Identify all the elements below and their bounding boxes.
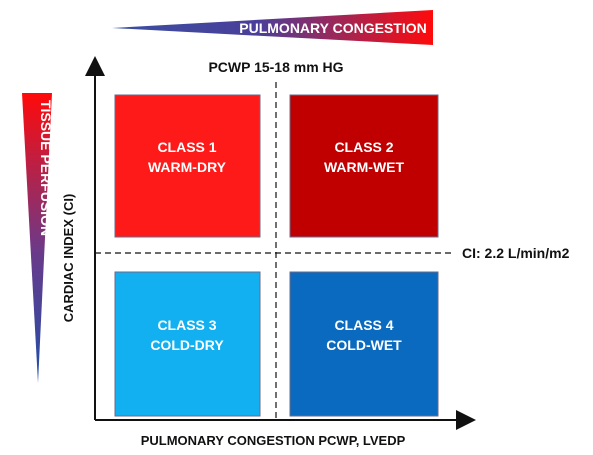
class-box-3: CLASS 3 COLD-DRY xyxy=(114,271,261,417)
ci-threshold-label: CI: 2.2 L/min/m2 xyxy=(462,245,570,261)
class-1-title: CLASS 1 xyxy=(157,139,216,155)
top-wedge-shape xyxy=(112,10,433,45)
class-box-2: CLASS 2 WARM-WET xyxy=(289,94,439,238)
top-congestion-banner: PULMONARY CONGESTION xyxy=(112,10,433,45)
class-4-rect xyxy=(289,271,439,417)
x-axis-label: PULMONARY CONGESTION PCWP, LVEDP xyxy=(141,433,406,448)
class-box-1: CLASS 1 WARM-DRY xyxy=(114,94,261,238)
class-1-rect xyxy=(114,94,261,238)
class-4-title: CLASS 4 xyxy=(334,317,393,333)
class-2-title: CLASS 2 xyxy=(334,139,393,155)
pcwp-threshold-label: PCWP 15-18 mm HG xyxy=(208,59,343,75)
class-3-subtitle: COLD-DRY xyxy=(150,337,224,353)
class-2-subtitle: WARM-WET xyxy=(324,159,405,175)
class-box-4: CLASS 4 COLD-WET xyxy=(289,271,439,417)
left-banner-label: TISSUE PERFUSION xyxy=(38,100,54,236)
left-perfusion-banner: TISSUE PERFUSION xyxy=(22,93,54,383)
class-3-title: CLASS 3 xyxy=(157,317,216,333)
class-3-rect xyxy=(114,271,261,417)
class-2-rect xyxy=(289,94,439,238)
y-axis-label: CARDIAC INDEX (CI) xyxy=(61,194,76,323)
top-banner-label: PULMONARY CONGESTION xyxy=(239,20,426,36)
class-4-subtitle: COLD-WET xyxy=(326,337,402,353)
class-1-subtitle: WARM-DRY xyxy=(148,159,227,175)
left-wedge-shape xyxy=(22,93,52,383)
